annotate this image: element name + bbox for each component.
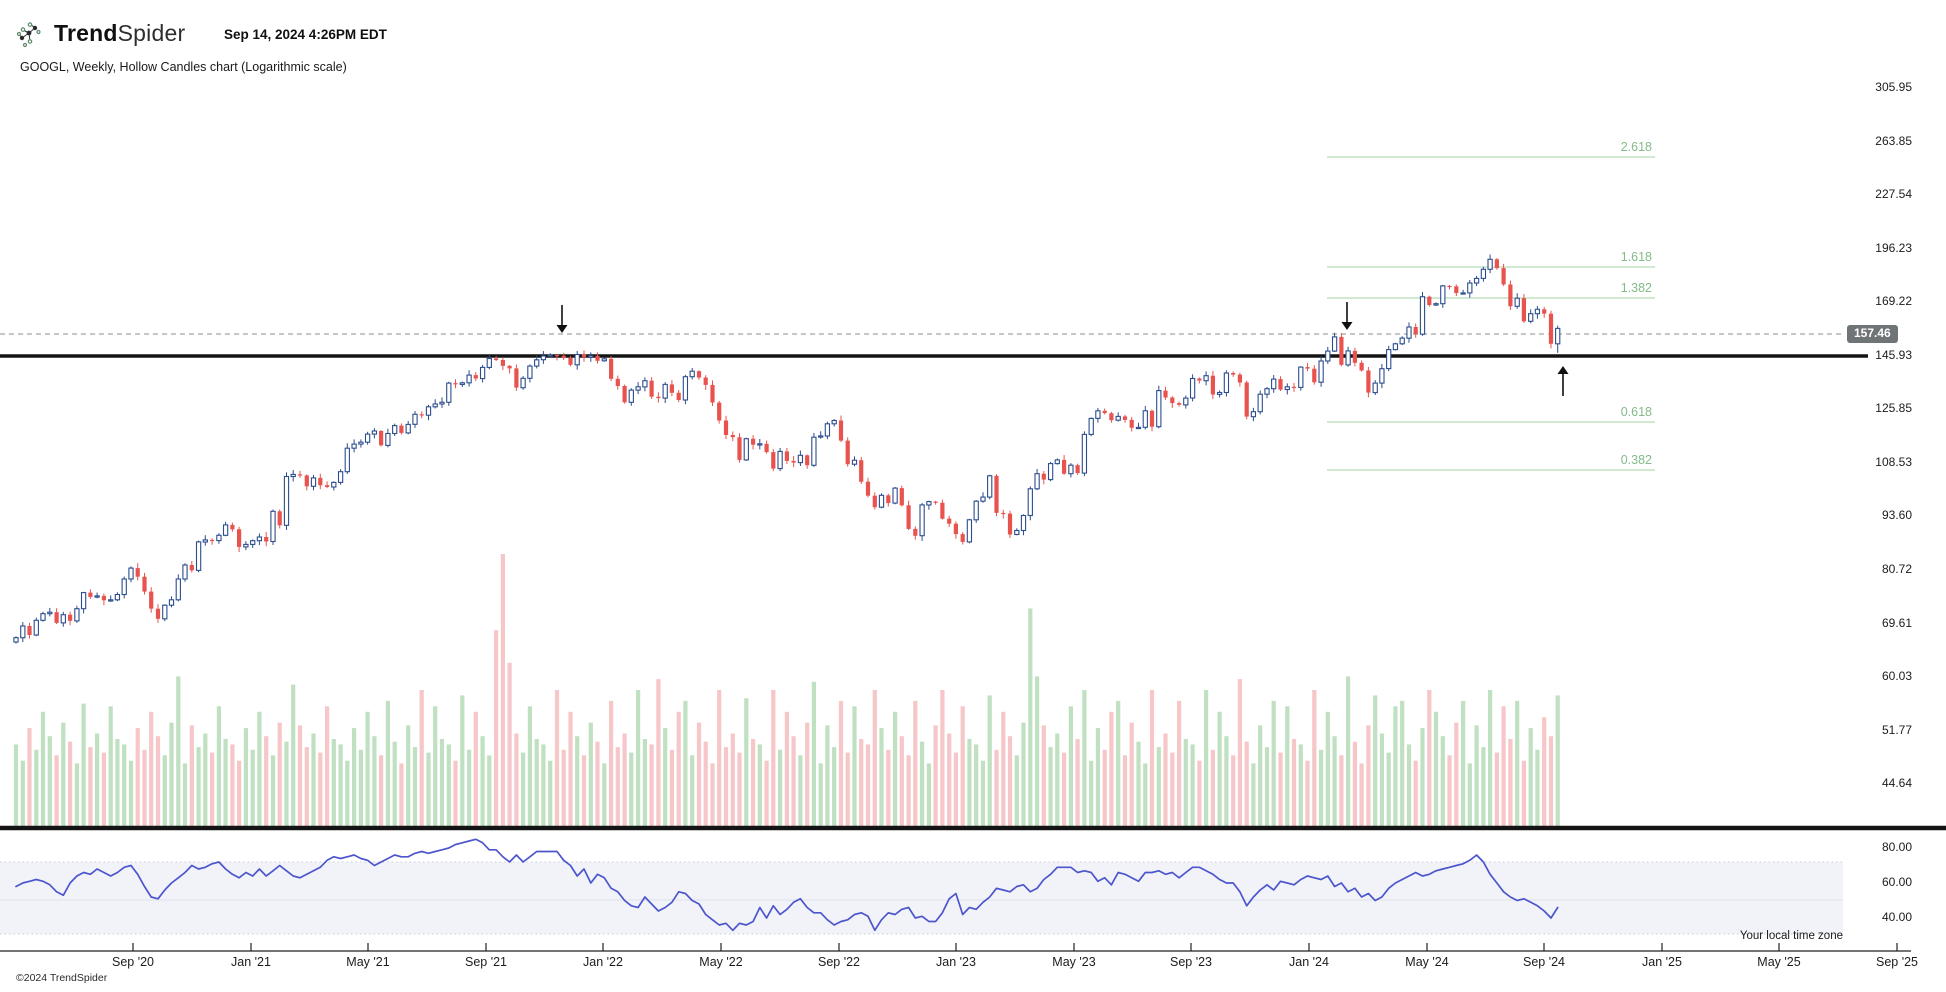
time-axis-label: Sep '22 (817, 955, 860, 969)
rsi-band (0, 862, 1843, 934)
time-axis-label: Jan '23 (936, 955, 976, 969)
price-axis-label: 108.53 (1875, 455, 1912, 469)
price-axis-label: 145.93 (1875, 348, 1912, 362)
candles (13, 254, 1561, 644)
price-axis-label: 263.85 (1875, 134, 1912, 148)
brand-trend: Trend (54, 20, 118, 46)
price-axis-label: 125.85 (1875, 401, 1912, 415)
time-axis-label: May '22 (699, 955, 743, 969)
copyright-note: ©2024 TrendSpider (16, 972, 108, 984)
rsi-axis-label: 40.00 (1881, 910, 1912, 924)
time-axis-label: May '21 (346, 955, 390, 969)
volume-bars (13, 554, 1560, 826)
time-axis-label: May '25 (1757, 955, 1801, 969)
time-axis-label: Sep '21 (464, 955, 507, 969)
time-axis-label: Jan '21 (231, 955, 271, 969)
up-arrow-annotation[interactable] (1557, 366, 1569, 396)
time-axis-label: Sep '25 (1875, 955, 1918, 969)
price-axis-label: 51.77 (1881, 723, 1912, 737)
price-axis-label: 196.23 (1875, 241, 1912, 255)
price-axis-label: 93.60 (1881, 508, 1912, 522)
price-axis-label: 227.54 (1875, 187, 1912, 201)
time-axis-label: Jan '24 (1289, 955, 1329, 969)
fib-level-label: 0.618 (1621, 405, 1652, 419)
time-axis-label: Sep '20 (111, 955, 154, 969)
rsi-axis-label: 80.00 (1881, 840, 1912, 854)
rsi-line (15, 838, 1559, 932)
brand-spider: Spider (117, 20, 186, 46)
price-axis-label: 60.03 (1881, 669, 1912, 683)
brand-title: TrendSpider (54, 20, 185, 47)
price-axis-label: 169.22 (1875, 294, 1912, 308)
price-axis-label: 305.95 (1875, 80, 1912, 94)
timezone-note: Your local time zone (1739, 930, 1843, 942)
time-axis-label: May '24 (1405, 955, 1449, 969)
chart-datetime: Sep 14, 2024 4:26PM EDT (224, 27, 387, 42)
last-price-badge: 157.46 (1847, 325, 1898, 343)
price-axis-label: 80.72 (1881, 562, 1912, 576)
fib-level-label: 2.618 (1621, 140, 1652, 154)
time-axis-label: Jan '22 (583, 955, 623, 969)
time-axis-label: May '23 (1052, 955, 1096, 969)
time-axis-label: Sep '24 (1522, 955, 1565, 969)
fib-level-label: 0.382 (1621, 453, 1652, 467)
trendspider-logo-icon (16, 22, 41, 48)
fib-level-label: 1.382 (1621, 281, 1652, 295)
down-arrow-annotation[interactable] (556, 305, 568, 333)
price-axis-label: 44.64 (1881, 776, 1912, 790)
price-axis-label: 69.61 (1881, 616, 1912, 630)
time-axis-label: Jan '25 (1642, 955, 1682, 969)
down-arrow-annotation[interactable] (1341, 302, 1353, 330)
time-axis-label: Sep '23 (1169, 955, 1212, 969)
chart-subtitle: GOOGL, Weekly, Hollow Candles chart (Log… (20, 60, 347, 74)
fib-level-label: 1.618 (1621, 250, 1652, 264)
rsi-axis-label: 60.00 (1881, 875, 1912, 889)
